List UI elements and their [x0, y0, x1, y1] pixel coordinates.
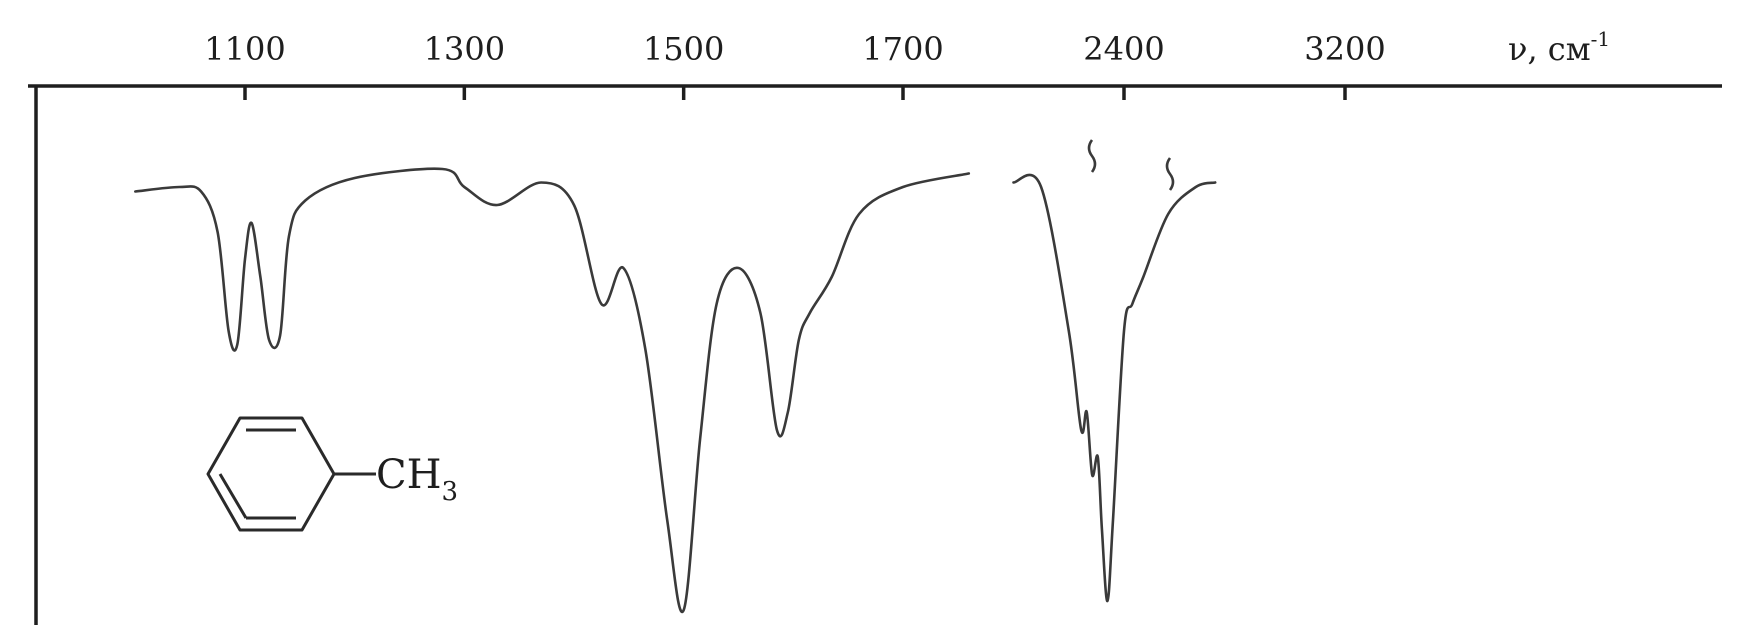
x-tick-label-1100: 1100: [204, 30, 285, 68]
methyl-text: CH: [376, 452, 442, 498]
x-axis-ticks: 1100 1300 1500 1700 2400 3200: [204, 30, 1386, 100]
methyl-label: CH3: [376, 452, 458, 507]
spectrum-line-segment-2: [1012, 173, 1217, 603]
x-tick-label-1500: 1500: [643, 30, 724, 68]
ring-double-bond-3: [218, 473, 248, 519]
x-axis-unit-label: ν, см-1: [1508, 27, 1610, 68]
methyl-subscript: 3: [442, 477, 459, 507]
axis-break-mark-right: [1165, 157, 1175, 191]
benzene-ring: [206, 416, 336, 532]
spectrum-line-segment-1: [134, 167, 971, 614]
x-tick-label-1700: 1700: [862, 30, 943, 68]
x-axis-unit-superscript: -1: [1591, 27, 1610, 51]
axis-break-mark-left: [1087, 139, 1097, 173]
x-tick-label-2400: 2400: [1083, 30, 1164, 68]
x-axis-unit-text: ν, см: [1508, 30, 1591, 68]
x-tick-label-1300: 1300: [424, 30, 505, 68]
x-tick-label-3200: 3200: [1304, 30, 1385, 68]
toluene-structure: CH3: [206, 416, 458, 532]
